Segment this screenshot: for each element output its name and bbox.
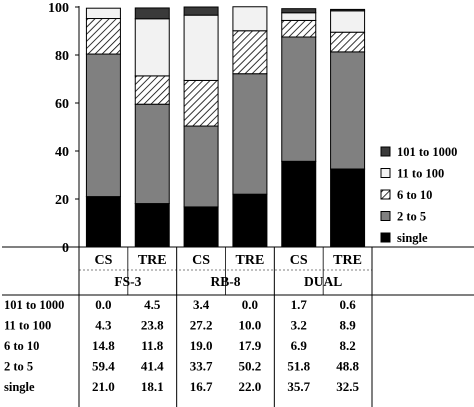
table-cell-value: 0.0	[95, 297, 111, 312]
y-tick-label: 60	[55, 97, 69, 112]
data-table: CS TRE CS TRE CS TRE FS-3 RB-8 DUAL 101 to 1000 0.…	[2, 246, 474, 407]
bar-segment-11-to-100	[85, 7, 121, 20]
bar-segment-single	[85, 196, 121, 248]
y-tick-label: 0	[62, 241, 69, 256]
table-row-label: 101 to 1000	[4, 298, 64, 312]
bar-segment-single	[281, 160, 317, 248]
bar-segment-6-to-10	[232, 30, 268, 75]
table-cell-value: 4.5	[144, 297, 161, 312]
category-label: CS	[94, 253, 112, 268]
bar-segment-2-to-5	[330, 51, 366, 170]
y-tick-label: 20	[55, 193, 69, 208]
category-label: CS	[290, 253, 308, 268]
table-row-label: 11 to 100	[4, 319, 51, 333]
table-cell-value: 17.9	[239, 338, 262, 353]
bar-segment-6-to-10	[330, 31, 366, 53]
y-tick-label: 80	[55, 49, 69, 64]
category-label: TRE	[236, 253, 265, 268]
bar-segment-6-to-10	[281, 19, 317, 38]
legend-swatch	[380, 146, 391, 157]
bar-segment-6-to-10	[183, 79, 219, 127]
legend-swatch	[380, 211, 391, 221]
table-cell-value: 0.6	[339, 297, 356, 312]
table-cell-value: 50.2	[239, 359, 262, 374]
category-label: TRE	[138, 253, 167, 268]
table-cell-value: 33.7	[190, 359, 213, 374]
legend-label: 6 to 10	[397, 188, 432, 202]
table-cell-value: 21.0	[92, 379, 115, 394]
bar-segment-11-to-100	[183, 14, 219, 81]
table-cell-value: 51.8	[287, 359, 310, 374]
bar-segment-11-to-100	[330, 10, 366, 33]
bar-segment-single	[134, 203, 170, 248]
table-row-label: 6 to 10	[4, 339, 39, 353]
bar-segment-101-to-1000	[134, 7, 170, 20]
bar-segment-101-to-1000	[183, 6, 219, 16]
bar-segment-single	[330, 168, 366, 248]
group-label: RB-8	[211, 274, 241, 289]
table-cell-value: 35.7	[287, 379, 310, 394]
bar-segment-101-to-1000	[330, 8, 366, 12]
table-cell-value: 6.9	[291, 338, 308, 353]
table-cell-value: 10.0	[239, 318, 262, 333]
bar-segment-2-to-5	[85, 53, 121, 198]
legend-swatch	[380, 168, 391, 178]
bar-segment-11-to-100	[232, 6, 268, 32]
table-cell-value: 8.9	[339, 318, 356, 333]
table-cell-value: 3.2	[291, 318, 307, 333]
table-cell-value: 59.4	[92, 359, 115, 374]
bar-segment-2-to-5	[281, 36, 317, 162]
table-cell-value: 1.7	[291, 297, 308, 312]
bar-segment-single	[232, 193, 268, 248]
table-cell-value: 16.7	[190, 379, 213, 394]
legend-swatch	[380, 189, 391, 200]
group-label: DUAL	[304, 274, 342, 289]
bar-segment-2-to-5	[183, 125, 219, 208]
legend-swatch	[380, 232, 391, 243]
group-label: FS-3	[114, 274, 141, 289]
bar-segment-11-to-100	[134, 18, 170, 77]
bar-segment-6-to-10	[134, 75, 170, 105]
table-cell-value: 3.4	[193, 297, 210, 312]
legend-label: single	[397, 231, 428, 245]
legend: 101 to 1000 11 to 100 6 to 10 2 to 5 single	[380, 145, 457, 245]
category-label: CS	[192, 253, 210, 268]
legend-label: 11 to 100	[397, 167, 444, 181]
table-row-label: 2 to 5	[4, 360, 33, 374]
bar-segment-2-to-5	[134, 103, 170, 205]
table-cell-value: 11.8	[141, 338, 164, 353]
table-cell-value: 4.3	[95, 318, 112, 333]
bar-segment-2-to-5	[232, 73, 268, 195]
legend-label: 101 to 1000	[397, 145, 457, 159]
table-cell-value: 14.8	[92, 338, 115, 353]
bar-segment-single	[183, 206, 219, 248]
bar-segment-101-to-1000	[281, 8, 317, 14]
y-tick-label: 40	[55, 145, 69, 160]
bar-segment-6-to-10	[85, 18, 121, 55]
legend-label: 2 to 5	[397, 210, 426, 224]
table-cell-value: 48.8	[336, 359, 359, 374]
category-label: TRE	[333, 253, 362, 268]
bar-segment-11-to-100	[281, 12, 317, 21]
axes: 0 20 40 60 80 100	[48, 1, 80, 256]
table-cell-value: 23.8	[141, 318, 164, 333]
table-cell-value: 27.2	[190, 318, 213, 333]
table-cell-value: 0.0	[242, 297, 258, 312]
y-tick-label: 100	[48, 1, 69, 16]
table-cell-value: 19.0	[190, 338, 213, 353]
table-cell-value: 18.1	[141, 379, 164, 394]
table-cell-value: 8.2	[339, 338, 355, 353]
table-cell-value: 41.4	[141, 359, 164, 374]
table-cell-value: 22.0	[239, 379, 262, 394]
bars	[85, 6, 366, 248]
table-cell-value: 32.5	[336, 379, 359, 394]
table-row-label: single	[4, 380, 35, 394]
